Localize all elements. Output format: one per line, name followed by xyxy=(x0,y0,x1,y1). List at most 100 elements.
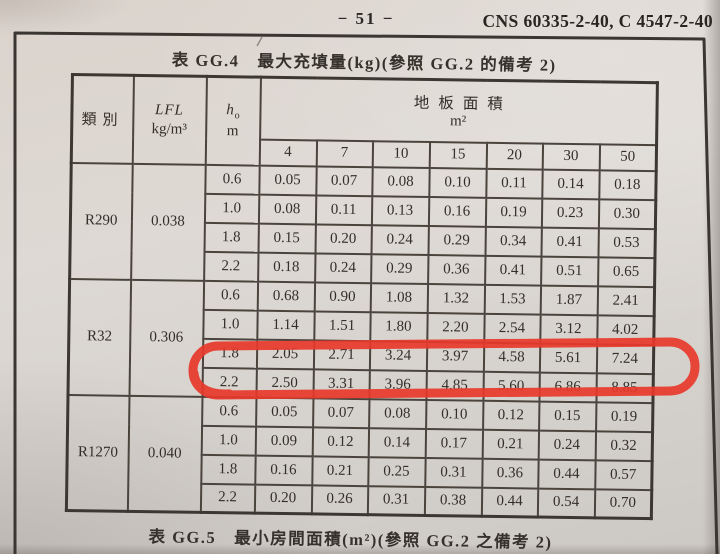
max-charge-value-cell: 0.12 xyxy=(482,400,539,431)
h0-value-cell: 1.0 xyxy=(202,309,258,340)
lfl-value-cell: 0.040 xyxy=(127,395,202,513)
max-charge-value-cell: 0.34 xyxy=(484,226,542,257)
max-charge-value-cell: 0.51 xyxy=(540,256,598,286)
max-charge-value-cell: 0.20 xyxy=(315,223,372,254)
max-charge-value-cell: 0.29 xyxy=(370,253,429,284)
area-size-header: 20 xyxy=(486,142,543,170)
lfl-label: LFL xyxy=(154,101,185,119)
max-charge-value-cell: 2.05 xyxy=(256,339,314,369)
max-charge-value-cell: 0.09 xyxy=(255,426,313,456)
max-charge-value-cell: 0.21 xyxy=(482,429,539,460)
max-charge-value-cell: 0.18 xyxy=(598,169,657,200)
max-charge-value-cell: 0.24 xyxy=(314,252,372,283)
max-charge-value-cell: 1.32 xyxy=(427,283,485,314)
max-charge-value-cell: 7.24 xyxy=(596,343,654,374)
max-charge-value-cell: 0.14 xyxy=(368,427,426,458)
max-charge-value-cell: 0.19 xyxy=(485,197,542,228)
h0-subscript: o xyxy=(234,110,240,122)
max-charge-value-cell: 0.21 xyxy=(311,455,369,486)
category-label: 類別 xyxy=(81,112,124,129)
max-charge-value-cell: 2.50 xyxy=(255,368,314,398)
lfl-value-cell: 0.038 xyxy=(130,163,206,281)
area-size-header: 4 xyxy=(259,139,317,166)
max-charge-value-cell: 0.12 xyxy=(312,426,369,457)
max-charge-value-cell: 1.08 xyxy=(370,282,428,313)
gg4-max-charge-table: 類別 LFL kg/m³ ho m 地板面積 m² 4 7 10 15 20 xyxy=(64,73,659,521)
max-charge-value-cell: 2.20 xyxy=(426,312,485,343)
max-charge-value-cell: 0.20 xyxy=(254,484,312,514)
max-charge-value-cell: 0.16 xyxy=(428,196,486,227)
max-charge-value-cell: 0.16 xyxy=(254,455,313,485)
h0-unit: m xyxy=(226,122,239,140)
max-charge-value-cell: 0.15 xyxy=(538,401,596,431)
max-charge-value-cell: 0.24 xyxy=(371,224,429,255)
max-charge-value-cell: 0.38 xyxy=(424,486,482,517)
h0-value-cell: 2.2 xyxy=(200,483,255,514)
max-charge-value-cell: 0.08 xyxy=(258,194,316,224)
refrigerant-category-cell: R290 xyxy=(69,162,133,280)
max-charge-value-cell: 0.90 xyxy=(314,281,371,312)
max-charge-value-cell: 0.13 xyxy=(371,195,429,226)
table-gg5-caption: 表 GG.5 最小房間面積(m²)(參照 GG.2 之備考 2) xyxy=(148,527,553,552)
max-charge-value-cell: 1.87 xyxy=(540,285,598,315)
h0-value-cell: 2.2 xyxy=(201,367,257,398)
max-charge-value-cell: 0.44 xyxy=(537,459,596,489)
h0-value-cell: 1.0 xyxy=(201,425,256,456)
max-charge-value-cell: 5.61 xyxy=(539,343,597,373)
area-size-header: 7 xyxy=(316,139,373,167)
max-charge-value-cell: 0.10 xyxy=(425,399,483,430)
max-charge-value-cell: 0.32 xyxy=(595,430,653,461)
h0-value-cell: 0.6 xyxy=(203,280,258,311)
max-charge-value-cell: 0.08 xyxy=(371,166,430,197)
max-charge-value-cell: 0.18 xyxy=(257,252,316,282)
max-charge-value-cell: 0.11 xyxy=(485,168,543,199)
area-size-header: 30 xyxy=(542,143,600,170)
max-charge-value-cell: 3.96 xyxy=(368,369,427,400)
lfl-value-cell: 0.306 xyxy=(129,279,204,397)
category-column-header: 類別 xyxy=(71,74,134,164)
standard-code: CNS 60335-2-40, C 4547-2-40 xyxy=(482,11,713,31)
max-charge-value-cell: 0.11 xyxy=(315,194,372,225)
page-number: − 51 − xyxy=(337,9,395,28)
max-charge-value-cell: 4.85 xyxy=(425,370,484,401)
max-charge-value-cell: 0.41 xyxy=(484,255,541,286)
max-charge-value-cell: 0.19 xyxy=(595,401,653,432)
max-charge-value-cell: 0.65 xyxy=(597,256,656,287)
max-charge-value-cell: 0.54 xyxy=(537,488,595,518)
h0-column-header: ho m xyxy=(205,76,261,166)
max-charge-value-cell: 0.17 xyxy=(425,428,483,459)
max-charge-value-cell: 0.41 xyxy=(540,227,599,257)
max-charge-value-cell: 2.54 xyxy=(483,313,541,344)
h0-value-cell: 0.6 xyxy=(204,164,260,195)
max-charge-value-cell: 0.31 xyxy=(367,485,425,516)
lfl-unit: kg/m³ xyxy=(151,120,188,138)
max-charge-value-cell: 0.07 xyxy=(312,397,369,428)
area-size-header: 15 xyxy=(429,141,487,169)
max-charge-value-cell: 0.70 xyxy=(594,488,652,519)
max-charge-value-cell: 1.80 xyxy=(369,311,428,342)
max-charge-value-cell: 1.53 xyxy=(484,284,541,315)
max-charge-value-cell: 6.86 xyxy=(538,372,597,402)
floor-area-header: 地板面積 m² xyxy=(259,77,658,145)
max-charge-value-cell: 0.07 xyxy=(315,165,373,196)
h0-value-cell: 1.0 xyxy=(204,193,259,224)
max-charge-value-cell: 0.36 xyxy=(427,254,485,285)
max-charge-value-cell: 0.31 xyxy=(424,457,483,488)
max-charge-value-cell: 0.68 xyxy=(257,281,315,311)
area-size-header: 10 xyxy=(372,140,430,168)
max-charge-value-cell: 0.05 xyxy=(255,397,313,427)
max-charge-value-cell: 3.24 xyxy=(369,340,427,371)
max-charge-value-cell: 8.85 xyxy=(595,372,654,403)
h0-value-cell: 2.2 xyxy=(203,251,259,282)
max-charge-value-cell: 0.26 xyxy=(311,484,368,515)
max-charge-value-cell: 3.31 xyxy=(312,368,370,399)
refrigerant-category-cell: R1270 xyxy=(66,394,130,512)
max-charge-value-cell: 4.58 xyxy=(483,342,540,373)
h0-value-cell: 1.8 xyxy=(202,338,257,369)
lfl-column-header: LFL kg/m³ xyxy=(132,75,207,165)
max-charge-value-cell: 0.05 xyxy=(258,165,317,195)
max-charge-value-cell: 0.44 xyxy=(481,487,538,518)
